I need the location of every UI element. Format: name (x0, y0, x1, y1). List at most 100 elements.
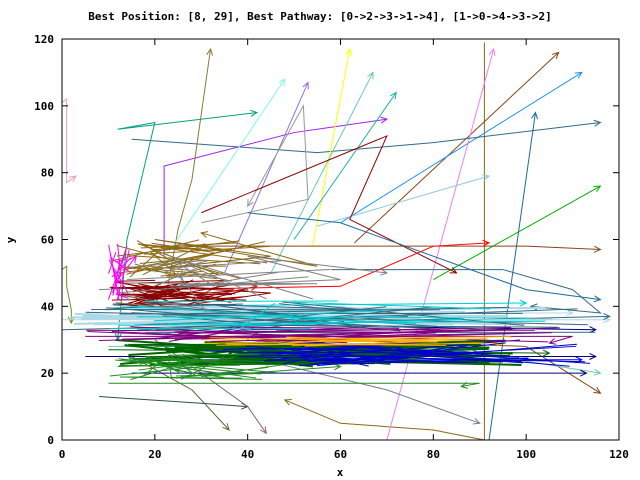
trajectory-segment (220, 318, 463, 327)
trajectory-line (247, 212, 601, 301)
trajectory-segment (267, 359, 470, 364)
x-tick-label: 20 (148, 448, 161, 461)
trajectory-segment (287, 312, 299, 325)
trajectory-segment (247, 332, 437, 344)
trajectory-segment (177, 272, 207, 313)
arrowhead-icon (278, 78, 286, 87)
trajectory-line (488, 112, 536, 441)
arrowhead-icon (259, 426, 267, 435)
trajectory-segment (143, 300, 338, 303)
arrowhead-icon (603, 316, 611, 324)
trajectory-line (117, 112, 258, 130)
trajectory-segment (126, 266, 198, 274)
trajectory-line (293, 92, 397, 240)
y-tick-label: 0 (47, 434, 54, 447)
trajectory-segment (116, 276, 309, 294)
trajectory-line (340, 71, 583, 224)
trajectory-segment (188, 306, 510, 315)
trajectory-line (317, 175, 490, 227)
trajectory-line (99, 396, 248, 408)
trajectory-segment (160, 270, 205, 277)
trajectory-segment (279, 303, 347, 312)
trajectory-segment (113, 304, 405, 325)
trajectory-line (312, 48, 351, 247)
y-tick-label: 120 (34, 33, 54, 46)
y-tick-label: 20 (41, 367, 54, 380)
trajectory-segment (148, 296, 213, 300)
trajectory-line (386, 48, 495, 441)
trajectory-segment (196, 272, 232, 282)
trajectory-segment (152, 363, 257, 379)
x-tick-label: 40 (241, 448, 254, 461)
trajectory-segment (119, 294, 209, 311)
trajectory-segment (138, 357, 235, 371)
arrowhead-icon (574, 71, 583, 79)
trajectory-segment (118, 279, 156, 282)
trajectory-line (108, 382, 480, 388)
arrowhead-icon (531, 111, 539, 120)
arrowhead-icon (603, 313, 611, 321)
trajectory-segment (136, 316, 529, 319)
trajectory-line (154, 78, 286, 274)
y-tick-label: 60 (41, 234, 54, 247)
arrowhead-icon (333, 363, 342, 371)
trajectory-line (270, 72, 374, 274)
trajectory-segment (189, 300, 200, 308)
arrowhead-icon (380, 116, 389, 124)
trajectory-segment (236, 357, 417, 362)
x-tick-label: 80 (427, 448, 440, 461)
trajectory-segment (273, 336, 512, 340)
trajectory-segment (121, 266, 218, 280)
trajectory-segment (150, 260, 282, 270)
trajectory-line (247, 355, 480, 424)
trajectory-segment (140, 242, 238, 249)
trajectory-segment (174, 331, 549, 343)
trajectory-line (331, 269, 602, 314)
arrowhead-icon (482, 174, 491, 182)
axis-ticks: 0 20 40 60 80 100 120 0 20 40 60 80 100 120 (34, 33, 629, 461)
arrowhead-icon (460, 382, 469, 389)
trajectory-segment (116, 249, 130, 300)
arrowhead-icon (345, 47, 353, 56)
trajectory-line (61, 265, 72, 324)
trajectory-segment (175, 354, 190, 360)
trajectory-segment (276, 352, 501, 362)
y-tick-label: 100 (34, 100, 54, 113)
arrowhead-icon (250, 109, 259, 117)
arrowhead-icon (566, 309, 574, 317)
trajectory-segment (112, 303, 243, 309)
trajectory-segment (351, 357, 529, 365)
trajectory-segment (180, 269, 183, 290)
trajectory-segment (291, 342, 485, 346)
trajectory-segment (86, 329, 429, 333)
trajectory-line (131, 356, 230, 431)
trajectory-segment (169, 285, 179, 293)
trajectory-segment (116, 258, 127, 263)
trajectory-segment (174, 349, 314, 368)
trajectory-segment (116, 293, 129, 299)
arrowhead-icon (472, 417, 481, 425)
arrowhead-icon (68, 175, 77, 183)
trajectory-segment (278, 340, 330, 345)
arrowhead-icon (589, 352, 597, 360)
trajectory-segment (180, 375, 202, 378)
trajectory-line (154, 245, 601, 251)
trajectory-segment (108, 244, 120, 300)
arrowhead-icon (579, 369, 588, 377)
trajectory-segment (240, 302, 275, 329)
trajectory-segment (168, 247, 228, 252)
arrowhead-icon (548, 338, 557, 345)
trajectory-segment (139, 258, 186, 264)
arrowhead-icon (519, 299, 528, 307)
trajectory-segment (146, 355, 199, 362)
trajectory-line (163, 118, 387, 257)
trajectory-segment (118, 289, 180, 307)
trajectory-segment (276, 327, 357, 332)
arrowhead-icon (222, 423, 230, 431)
trajectory-segment (99, 334, 308, 342)
trajectory-segment (173, 283, 303, 287)
trajectory-line (61, 98, 77, 184)
trajectory-segment (246, 351, 491, 354)
trajectory-segment (178, 348, 268, 353)
arrowhead-icon (206, 47, 214, 56)
